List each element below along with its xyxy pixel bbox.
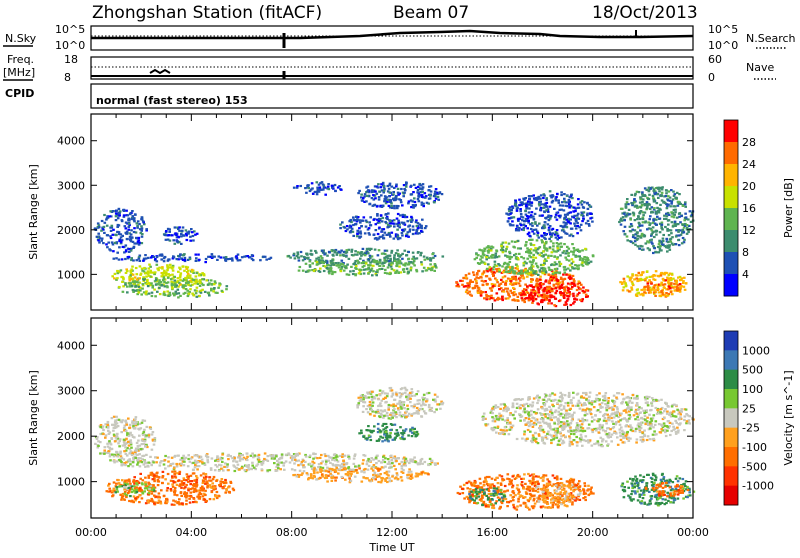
y-axis-label: Slant Range [km] xyxy=(27,370,40,466)
y-tick-label: 3000 xyxy=(57,385,85,398)
x-axis-label: Time UT xyxy=(368,541,414,554)
velocity-heatmap-panel: 1000 2000 3000 4000 Slant Range [km] xyxy=(27,318,695,518)
nsky-trace xyxy=(91,31,693,38)
colorbar-swatch xyxy=(724,252,738,275)
nsky-label: N.Sky xyxy=(5,32,37,45)
noise-panel: N.Sky 10^5 10^0 10^5 10^0 N.Search xyxy=(3,23,796,52)
x-tick-label: 00:00 xyxy=(75,526,107,539)
velocity-colorbar: 1000 500 100 25 -25 -100 -500 -1000 Velocity [m … xyxy=(724,331,795,506)
colorbar-swatch xyxy=(724,120,738,143)
nsearch-label: N.Search xyxy=(746,32,796,45)
colorbar-tick-label: 100 xyxy=(742,383,763,396)
station-title: Zhongshan Station (fitACF) xyxy=(92,3,322,23)
colorbar-tick-label: -100 xyxy=(742,441,767,454)
colorbar-tick-label: 8 xyxy=(742,246,749,259)
nave-tick-bottom: 0 xyxy=(708,71,715,84)
colorbar-swatch xyxy=(724,408,738,428)
colorbar-swatch xyxy=(724,447,738,467)
colorbar-label: Power [dB] xyxy=(782,178,795,238)
power-colorbar: 28 24 20 16 12 8 4 Power [dB] xyxy=(724,120,795,297)
colorbar-swatch xyxy=(724,331,738,351)
data-region-8 xyxy=(293,181,343,196)
colorbar-swatch xyxy=(724,208,738,231)
y-tick-label: 4000 xyxy=(57,339,85,352)
y-tick-label: 1000 xyxy=(57,268,85,281)
freq-tick-bottom: 8 xyxy=(64,71,71,84)
y-tick-label: 1000 xyxy=(57,476,85,489)
x-tick-label: 20:00 xyxy=(577,526,609,539)
x-tick-label: 08:00 xyxy=(276,526,308,539)
data-region-2 xyxy=(113,253,273,263)
colorbar-tick-label: 4 xyxy=(742,268,749,281)
data-region-9 xyxy=(339,212,427,240)
colorbar-tick-label: 1000 xyxy=(742,344,770,357)
colorbar-swatch xyxy=(724,389,738,409)
nsearch-tick-bottom: 10^0 xyxy=(708,39,738,52)
data-region-0 xyxy=(94,416,156,465)
power-heatmap-panel: 1000 2000 3000 4000 Slant Range [km] xyxy=(27,114,694,310)
colorbar-swatch xyxy=(724,428,738,448)
freq-unit: [MHz] xyxy=(3,66,35,79)
colorbar-swatch xyxy=(724,230,738,253)
data-region-5 xyxy=(356,387,444,420)
data-region-6 xyxy=(358,423,419,443)
y-tick-label: 2000 xyxy=(57,224,85,237)
time-axis: 00:00 04:00 08:00 12:00 16:00 20:00 00:00 xyxy=(75,526,709,539)
date-label: 18/Oct/2013 xyxy=(592,3,698,23)
nsky-tick-top: 10^5 xyxy=(55,23,85,36)
colorbar-tick-label: 28 xyxy=(742,136,756,149)
cpid-label: CPID xyxy=(5,87,34,100)
data-region-1 xyxy=(113,452,439,472)
colorbar-tick-label: 20 xyxy=(742,180,756,193)
colorbar-tick-label: 12 xyxy=(742,224,756,237)
x-tick-label: 00:00 xyxy=(677,526,709,539)
data-region-13 xyxy=(505,190,593,240)
colorbar-swatch xyxy=(724,164,738,187)
colorbar-swatch xyxy=(724,466,738,486)
cpid-panel: CPID normal (fast stereo) 153 xyxy=(5,84,693,108)
x-tick-label: 04:00 xyxy=(175,526,207,539)
colorbar-tick-label: -1000 xyxy=(742,480,774,493)
colorbar-swatch xyxy=(724,186,738,209)
data-region-10 xyxy=(482,392,695,448)
y-tick-label: 2000 xyxy=(57,430,85,443)
beam-label: Beam 07 xyxy=(393,3,469,23)
data-region-14 xyxy=(618,186,694,254)
freq-panel: Freq. [MHz] 18 8 60 0 Nave xyxy=(3,53,776,84)
colorbar-tick-label: 25 xyxy=(742,402,756,415)
colorbar-swatch xyxy=(724,142,738,165)
nsky-tick-bottom: 10^0 xyxy=(55,39,85,52)
freq-tick-top: 18 xyxy=(64,53,78,66)
colorbar-tick-label: 24 xyxy=(742,158,756,171)
nsearch-tick-top: 10^5 xyxy=(708,23,738,36)
freq-label: Freq. xyxy=(7,53,34,66)
nave-label: Nave xyxy=(746,61,774,74)
x-tick-label: 16:00 xyxy=(476,526,508,539)
x-tick-label: 12:00 xyxy=(376,526,408,539)
colorbar-label: Velocity [m s^-1] xyxy=(782,370,795,465)
colorbar-tick-label: -500 xyxy=(742,460,767,473)
data-region-1 xyxy=(163,226,199,245)
data-region-7 xyxy=(357,181,443,209)
colorbar-swatch xyxy=(724,486,738,506)
colorbar-tick-label: 16 xyxy=(742,202,756,215)
y-tick-label: 3000 xyxy=(57,179,85,192)
colorbar-swatch xyxy=(724,350,738,370)
nave-tick-top: 60 xyxy=(708,53,722,66)
data-region-0 xyxy=(94,208,148,254)
y-tick-label: 4000 xyxy=(57,135,85,148)
colorbar-swatch xyxy=(724,370,738,390)
colorbar-tick-label: -25 xyxy=(742,422,760,435)
y-axis-label: Slant Range [km] xyxy=(27,164,40,260)
cpid-value: normal (fast stereo) 153 xyxy=(96,94,248,107)
colorbar-swatch xyxy=(724,274,738,297)
colorbar-tick-label: 500 xyxy=(742,364,763,377)
